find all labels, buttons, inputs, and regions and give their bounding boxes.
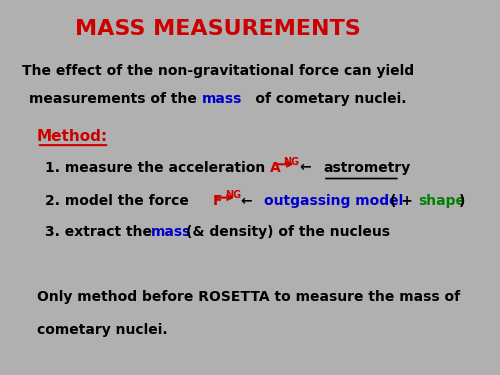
Text: mass: mass <box>202 92 242 106</box>
Text: mass: mass <box>151 225 192 239</box>
Text: (& density) of the nucleus: (& density) of the nucleus <box>186 225 390 239</box>
Text: ←: ← <box>240 194 252 208</box>
Text: 3. extract the: 3. extract the <box>46 225 152 239</box>
Text: MASS MEASUREMENTS: MASS MEASUREMENTS <box>75 19 360 39</box>
Text: ): ) <box>459 194 465 208</box>
Text: A: A <box>270 160 281 174</box>
Text: ( +: ( + <box>390 194 412 208</box>
Text: 2. model the force: 2. model the force <box>46 194 190 208</box>
Text: The effect of the non-gravitational force can yield: The effect of the non-gravitational forc… <box>22 64 414 78</box>
Text: astrometry: astrometry <box>323 160 410 174</box>
Text: Only method before ROSETTA to measure the mass of: Only method before ROSETTA to measure th… <box>37 290 460 303</box>
Text: measurements of the            of cometary nuclei.: measurements of the of cometary nuclei. <box>29 92 406 106</box>
Text: outgassing model: outgassing model <box>264 194 403 208</box>
Text: shape: shape <box>418 194 466 208</box>
Text: NG: NG <box>224 190 241 200</box>
Text: NG: NG <box>284 157 300 167</box>
Text: 1. measure the acceleration: 1. measure the acceleration <box>46 160 266 174</box>
Text: Method:: Method: <box>37 129 108 144</box>
Text: F: F <box>212 194 222 208</box>
Text: cometary nuclei.: cometary nuclei. <box>37 323 168 337</box>
Text: ←: ← <box>300 160 312 174</box>
